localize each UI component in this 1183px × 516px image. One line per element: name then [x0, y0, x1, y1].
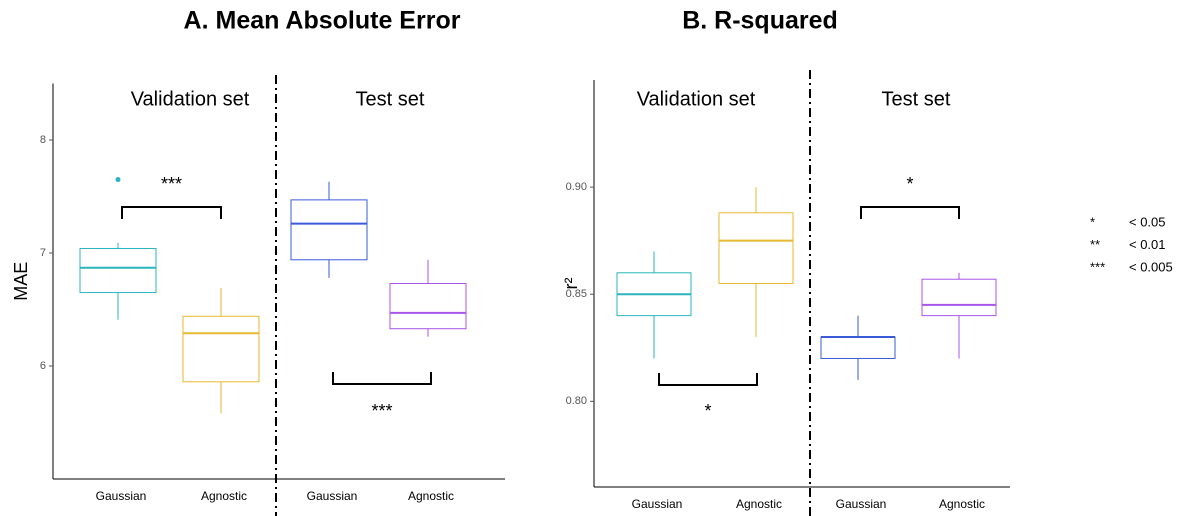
box-body [820, 336, 896, 359]
significance-bracket [658, 373, 758, 386]
x-tick-label: Gaussian [836, 497, 887, 511]
box [389, 259, 467, 337]
x-tick-label: Agnostic [939, 497, 985, 511]
box [820, 315, 896, 380]
significance-bracket [121, 206, 222, 219]
box [718, 187, 794, 338]
legend-label: < 0.01 [1129, 237, 1166, 252]
significance-label: *** [371, 401, 392, 421]
box-body [79, 247, 157, 294]
significance-bracket [332, 372, 432, 385]
box [616, 251, 692, 359]
y-tick-label: 7 [40, 247, 46, 259]
x-tick-label: Agnostic [408, 489, 454, 503]
x-tick-label: Gaussian [96, 489, 147, 503]
y-tick-label: 0.85 [566, 288, 587, 300]
x-tick-label: Gaussian [632, 497, 683, 511]
x-tick-label: Gaussian [307, 489, 358, 503]
panel-label: Test set [356, 88, 425, 110]
chart-title: B. R-squared [682, 7, 838, 35]
box-body [389, 283, 467, 330]
box [290, 181, 368, 278]
significance-label: *** [161, 174, 182, 194]
x-tick-label: Agnostic [736, 497, 782, 511]
y-axis-label: MAE [11, 262, 31, 301]
box-body [718, 212, 794, 285]
significance-label: * [704, 401, 711, 421]
y-tick-label: 6 [40, 360, 46, 372]
y-axis-label: r² [561, 278, 581, 290]
legend-symbol: *** [1090, 259, 1105, 274]
legend-label: < 0.05 [1129, 214, 1166, 229]
legend-label: < 0.005 [1129, 259, 1173, 274]
y-tick-label: 8 [40, 134, 46, 146]
box [79, 177, 157, 320]
box-body [921, 278, 997, 317]
legend-symbol: * [1090, 214, 1095, 229]
y-tick-label: 0.90 [566, 181, 587, 193]
significance-label: * [906, 174, 913, 194]
legend-symbol: ** [1090, 237, 1100, 252]
box [182, 288, 260, 414]
panel-label: Test set [882, 88, 951, 110]
outlier [115, 177, 121, 183]
box-body [290, 199, 368, 261]
chart-title: A. Mean Absolute Error [184, 7, 461, 35]
box-body [182, 315, 260, 383]
panel-label: Validation set [637, 88, 756, 110]
y-tick-label: 0.80 [566, 395, 587, 407]
significance-bracket [860, 206, 960, 219]
box [921, 272, 997, 359]
x-tick-label: Agnostic [201, 489, 247, 503]
panel-label: Validation set [131, 88, 250, 110]
